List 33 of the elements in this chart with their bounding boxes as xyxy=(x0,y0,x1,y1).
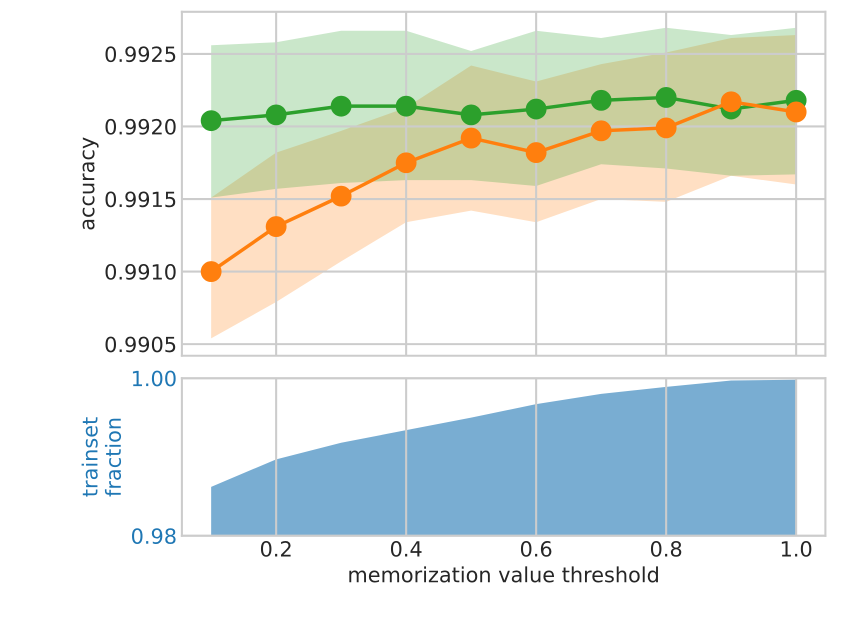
point xyxy=(330,96,352,117)
point xyxy=(330,186,352,207)
x-axis-title: memorization value threshold xyxy=(349,566,658,582)
point xyxy=(526,142,547,164)
x-tick-label: 1.0 xyxy=(782,541,812,557)
y-tick-label: 0.9925 xyxy=(106,46,176,62)
y-tick-label: 1.00 xyxy=(132,370,176,386)
y-tick-label: 0.9920 xyxy=(106,118,176,135)
point xyxy=(656,118,677,138)
point xyxy=(200,110,222,132)
point xyxy=(590,90,612,111)
point xyxy=(786,102,807,122)
point xyxy=(396,96,417,117)
y-axis-title: trainset fraction xyxy=(82,417,122,497)
point xyxy=(526,98,547,120)
point xyxy=(266,216,287,238)
point xyxy=(656,87,677,108)
y-axis-title: accuracy xyxy=(82,137,99,230)
y-tick-label: 0.98 xyxy=(132,528,176,544)
x-tick-label: 0.6 xyxy=(520,541,552,557)
point xyxy=(396,152,417,174)
x-tick-label: 0.8 xyxy=(650,541,682,557)
y-tick-label: 0.9910 xyxy=(106,264,176,280)
point xyxy=(266,104,287,126)
point xyxy=(590,120,612,142)
point xyxy=(460,104,482,126)
y-tick-label: 0.9915 xyxy=(106,191,176,208)
point xyxy=(720,91,742,112)
point xyxy=(200,261,222,282)
x-tick-label: 0.2 xyxy=(260,541,291,557)
y-tick-label: 0.9905 xyxy=(106,336,176,352)
x-tick-label: 0.4 xyxy=(390,541,422,557)
point xyxy=(460,128,482,148)
